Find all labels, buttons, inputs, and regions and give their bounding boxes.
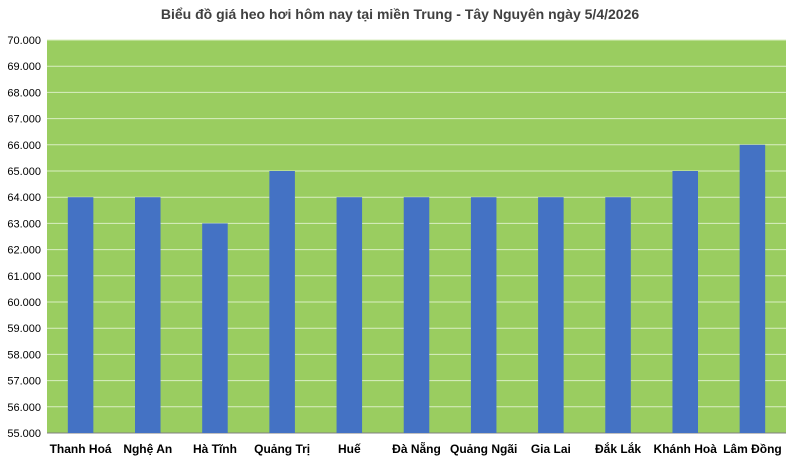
y-tick-label: 56.000 <box>7 402 41 414</box>
y-tick-label: 55.000 <box>7 428 41 440</box>
bar-7 <box>538 197 564 433</box>
y-tick-label: 67.000 <box>7 114 41 126</box>
bar-10 <box>739 144 766 434</box>
x-tick-label: Thanh Hoá <box>50 442 112 456</box>
x-tick-label: Huế <box>338 442 361 456</box>
y-tick-label: 65.000 <box>7 166 41 178</box>
y-tick-label: 64.000 <box>7 192 41 204</box>
y-tick-label: 66.000 <box>7 140 41 152</box>
y-tick-label: 58.000 <box>7 349 41 361</box>
bar-8 <box>605 197 631 433</box>
y-tick-label: 57.000 <box>7 376 41 388</box>
x-tick-label: Hà Tĩnh <box>193 442 237 456</box>
y-tick-label: 68.000 <box>7 87 41 99</box>
y-tick-label: 61.000 <box>7 271 41 283</box>
y-tick-label: 69.000 <box>7 61 41 73</box>
y-tick-label: 70.000 <box>7 35 41 47</box>
x-tick-label: Gia Lai <box>531 442 571 456</box>
y-tick-label: 62.000 <box>7 245 41 257</box>
y-tick-label: 63.000 <box>7 218 41 230</box>
x-tick-label: Đắk Lắk <box>595 441 641 456</box>
bar-3 <box>269 171 295 433</box>
x-tick-label: Nghệ An <box>123 442 172 456</box>
x-tick-label: Khánh Hoà <box>654 442 718 456</box>
bar-0 <box>67 197 94 433</box>
y-tick-label: 59.000 <box>7 323 41 335</box>
y-tick-label: 60.000 <box>7 297 41 309</box>
chart-title: Biểu đồ giá heo hơi hôm nay tại miền Tru… <box>160 6 640 22</box>
x-tick-label: Đà Nẵng <box>392 441 441 456</box>
x-tick-label: Lâm Đồng <box>723 442 782 456</box>
x-tick-label: Quảng Ngãi <box>450 442 517 456</box>
bar-9 <box>672 171 698 433</box>
bar-2 <box>202 223 228 433</box>
bar-5 <box>403 197 430 433</box>
bar-6 <box>470 197 497 433</box>
bar-4 <box>336 197 363 433</box>
bar-1 <box>135 197 161 433</box>
x-tick-label: Quảng Trị <box>254 442 310 456</box>
